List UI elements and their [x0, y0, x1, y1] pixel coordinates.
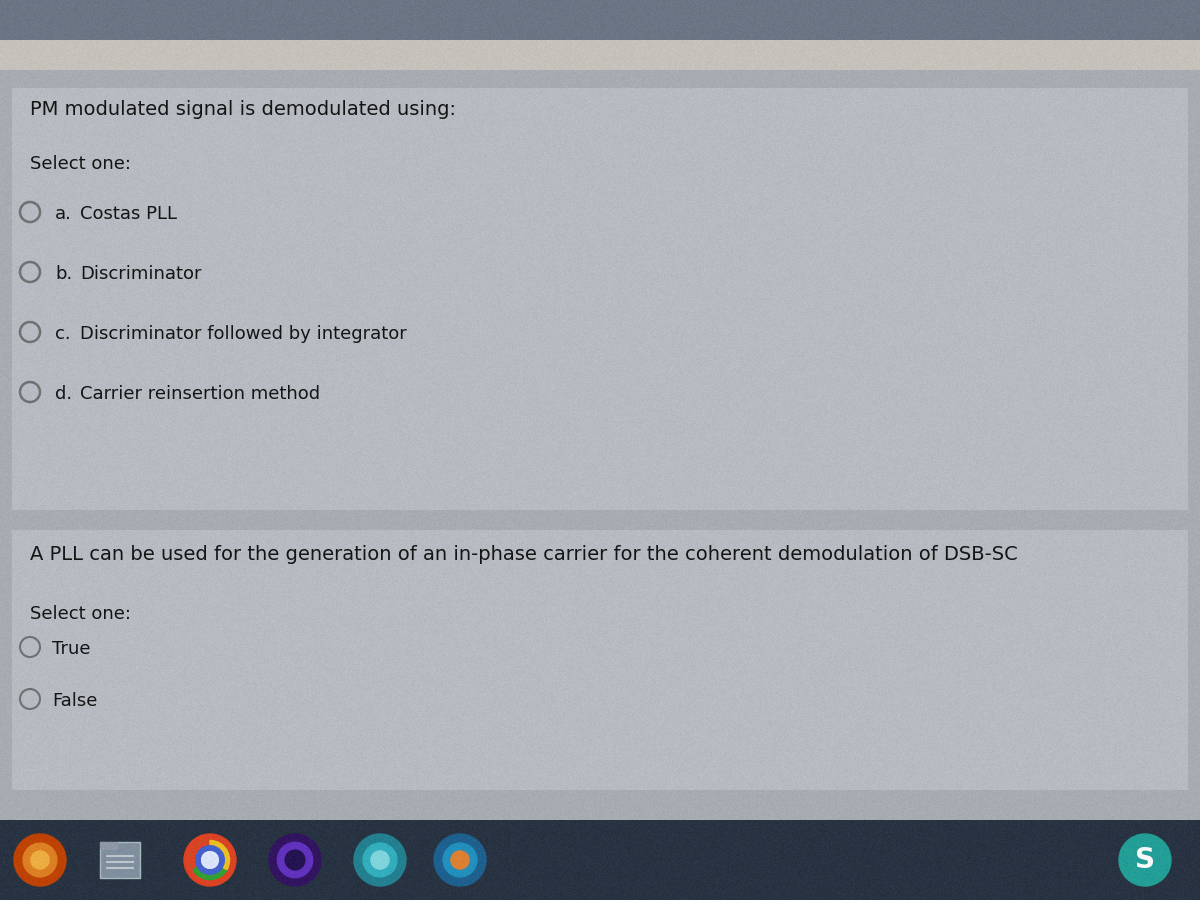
Circle shape [196, 846, 224, 874]
Circle shape [1120, 834, 1171, 886]
Text: a.: a. [55, 205, 72, 223]
Bar [0, 40, 1200, 70]
Bar [0, 820, 1200, 900]
Circle shape [14, 834, 66, 886]
Circle shape [191, 841, 229, 879]
Bar [0, 0, 1200, 40]
Bar [100, 842, 118, 850]
Circle shape [277, 842, 313, 878]
Circle shape [202, 851, 218, 868]
Circle shape [269, 834, 322, 886]
Text: Select one:: Select one: [30, 605, 131, 623]
Text: c.: c. [55, 325, 71, 343]
Text: Select one:: Select one: [30, 155, 131, 173]
Text: Costas PLL: Costas PLL [80, 205, 178, 223]
Text: Discriminator: Discriminator [80, 265, 202, 283]
Circle shape [443, 843, 476, 877]
Circle shape [434, 834, 486, 886]
Wedge shape [210, 841, 229, 869]
Text: A PLL can be used for the generation of an in-phase carrier for the coherent dem: A PLL can be used for the generation of … [30, 545, 1018, 564]
Bar [12, 88, 1188, 510]
Circle shape [202, 851, 218, 868]
Circle shape [451, 850, 469, 869]
Text: Carrier reinsertion method: Carrier reinsertion method [80, 385, 320, 403]
Circle shape [354, 834, 406, 886]
Text: d.: d. [55, 385, 72, 403]
Circle shape [31, 850, 49, 869]
Text: True: True [52, 640, 90, 658]
Text: b.: b. [55, 265, 72, 283]
Wedge shape [193, 860, 227, 879]
Circle shape [371, 850, 389, 869]
Bar [100, 842, 140, 878]
Text: False: False [52, 692, 97, 710]
Circle shape [286, 850, 305, 870]
Text: PM modulated signal is demodulated using:: PM modulated signal is demodulated using… [30, 100, 456, 119]
Text: Discriminator followed by integrator: Discriminator followed by integrator [80, 325, 407, 343]
Text: S: S [1135, 846, 1154, 874]
Circle shape [364, 843, 397, 877]
Circle shape [23, 843, 56, 877]
Bar [12, 530, 1188, 790]
Wedge shape [191, 841, 210, 869]
Circle shape [184, 834, 236, 886]
